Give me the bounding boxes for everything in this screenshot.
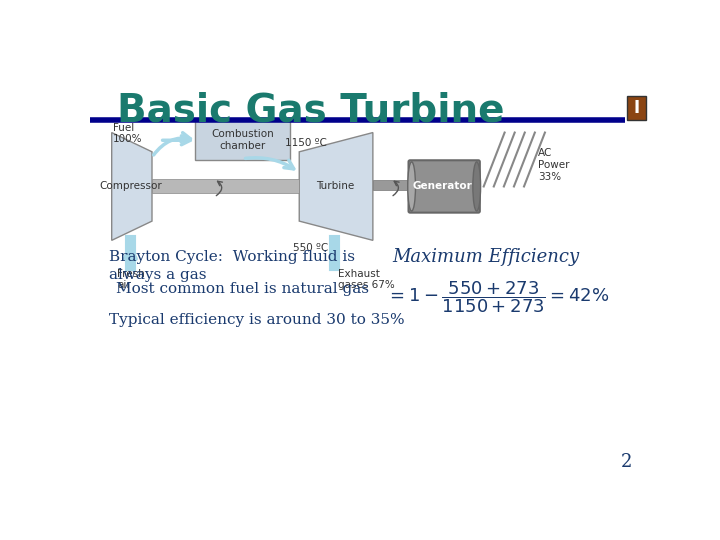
- Text: Compressor: Compressor: [99, 181, 162, 192]
- Text: 1150 ºC: 1150 ºC: [285, 138, 327, 148]
- FancyBboxPatch shape: [152, 179, 300, 193]
- Text: $= 1 - \dfrac{550 + 273}{1150 + 273} = 42\%$: $= 1 - \dfrac{550 + 273}{1150 + 273} = 4…: [386, 279, 609, 314]
- FancyBboxPatch shape: [627, 96, 647, 120]
- FancyArrowPatch shape: [153, 133, 190, 155]
- Text: 550 ºC: 550 ºC: [293, 244, 328, 253]
- FancyArrowPatch shape: [163, 136, 190, 145]
- Text: Turbine: Turbine: [316, 181, 354, 192]
- FancyArrowPatch shape: [216, 181, 222, 195]
- Ellipse shape: [473, 162, 481, 211]
- Text: Exhaust
gases 67%: Exhaust gases 67%: [338, 269, 395, 291]
- FancyArrowPatch shape: [393, 181, 399, 195]
- Text: 2: 2: [621, 454, 632, 471]
- Text: Fuel
100%: Fuel 100%: [113, 123, 143, 144]
- Text: Basic Gas Turbine: Basic Gas Turbine: [117, 92, 505, 130]
- FancyBboxPatch shape: [373, 180, 410, 190]
- FancyArrowPatch shape: [246, 158, 294, 169]
- Text: Most common fuel is natural gas: Most common fuel is natural gas: [116, 282, 369, 296]
- Polygon shape: [112, 132, 152, 240]
- Text: Brayton Cycle:  Working fluid is
always a gas: Brayton Cycle: Working fluid is always a…: [109, 249, 356, 282]
- FancyBboxPatch shape: [195, 120, 290, 160]
- Polygon shape: [300, 132, 373, 240]
- Ellipse shape: [408, 162, 415, 211]
- FancyBboxPatch shape: [408, 160, 480, 213]
- Text: AC
Power
33%: AC Power 33%: [538, 148, 570, 181]
- Text: Typical efficiency is around 30 to 35%: Typical efficiency is around 30 to 35%: [109, 313, 405, 327]
- Text: I: I: [634, 99, 639, 117]
- Text: Fresh
air: Fresh air: [117, 269, 145, 291]
- Text: Maximum Efficiency: Maximum Efficiency: [392, 248, 580, 266]
- Text: Generator: Generator: [413, 181, 472, 192]
- Text: Combustion
chamber: Combustion chamber: [211, 130, 274, 151]
